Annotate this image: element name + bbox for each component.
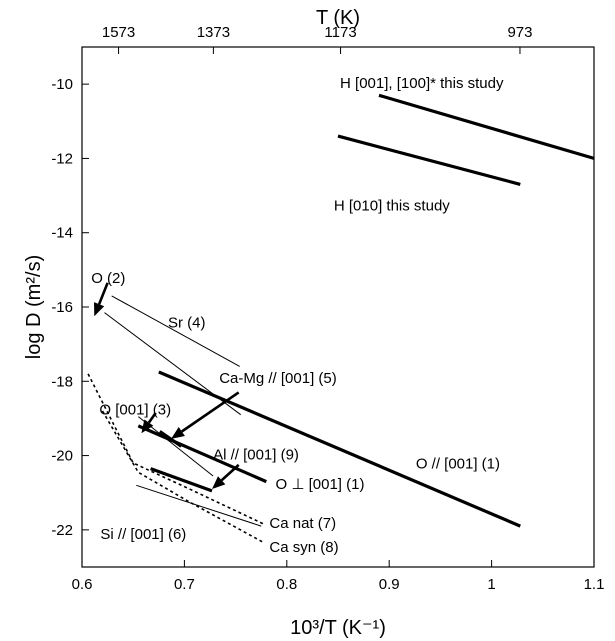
arrow-head-camg-arrow: [171, 426, 185, 439]
arrow-head-o2-arrow: [93, 302, 105, 317]
annotation-o2: O (2): [91, 270, 125, 287]
marks-layer: [87, 93, 595, 544]
arrow-shaft-o001-3-arrow: [147, 412, 157, 424]
annotation-h100: H [001], [100]* this study: [340, 75, 504, 92]
annotation-camg: Ca-Mg // [001] (5): [219, 370, 337, 387]
annotation-sr4: Sr (4): [168, 314, 206, 331]
x-tick-label: 1: [487, 576, 495, 593]
top-tick-label: 973: [507, 24, 532, 41]
annotation-al9: Al // [001] (9): [213, 446, 299, 463]
annotation-casyn: Ca syn (8): [269, 539, 338, 556]
annotation-o001-3: O [001] (3): [99, 402, 171, 419]
x-tick-label: 1.1: [584, 576, 605, 593]
series-line-o-2: [104, 312, 241, 416]
series-line-sr-4: [111, 295, 240, 367]
y-tick-label: -16: [51, 299, 73, 316]
series-line-o001-1: [158, 370, 521, 528]
annotations-layer: H [001], [100]* this study H [010] this s…: [91, 75, 504, 556]
arrow-shaft-camg-arrow: [181, 391, 240, 433]
series-line-camg: [158, 430, 183, 448]
annotation-h010: H [010] this study: [334, 197, 450, 214]
y-tick-label: -20: [51, 448, 73, 465]
y-tick-label: -22: [51, 522, 73, 539]
series-line-h100: [378, 93, 595, 160]
top-axis-title: T (K): [316, 7, 360, 29]
y-tick-label: -18: [51, 373, 73, 390]
annotation-operp: O ⊥ [001] (1): [276, 476, 365, 493]
top-tick-label: 1173: [324, 24, 356, 41]
x-tick-label: 0.9: [379, 576, 400, 593]
ticks-layer: 0.6 0.7 0.8 0.9 1 1.1 -22 -20 -18 -16 -14 -12 -10 157…: [51, 24, 604, 593]
arrow-head-al-arrow: [212, 476, 226, 489]
annotation-o001-1: O // [001] (1): [416, 456, 500, 473]
x-tick-label: 0.6: [72, 576, 93, 593]
series-line-al: [150, 467, 213, 493]
y-tick-label: -12: [51, 150, 73, 167]
top-tick-label: 1573: [102, 24, 135, 41]
x-tick-label: 0.8: [276, 576, 297, 593]
x-tick-label: 0.7: [174, 576, 195, 593]
top-tick-label: 1373: [197, 24, 230, 41]
annotation-canat: Ca nat (7): [269, 515, 336, 532]
arrow-shaft-al-arrow: [220, 463, 240, 482]
y-axis-title: log D (m²/s): [23, 255, 45, 359]
arrow-head-o001-3-arrow: [141, 419, 154, 434]
arrow-shaft-o2-arrow: [97, 282, 109, 305]
y-tick-label: -10: [51, 76, 73, 93]
series-line-h010: [337, 134, 521, 186]
series-line-operp-1: [137, 424, 267, 484]
annotation-si6: Si // [001] (6): [100, 526, 186, 543]
series-line-ca-nat-7: [87, 373, 265, 526]
x-axis-title: 10³/T (K⁻¹): [290, 617, 386, 639]
series-line-si-6: [136, 484, 262, 527]
y-tick-label: -14: [51, 225, 73, 242]
